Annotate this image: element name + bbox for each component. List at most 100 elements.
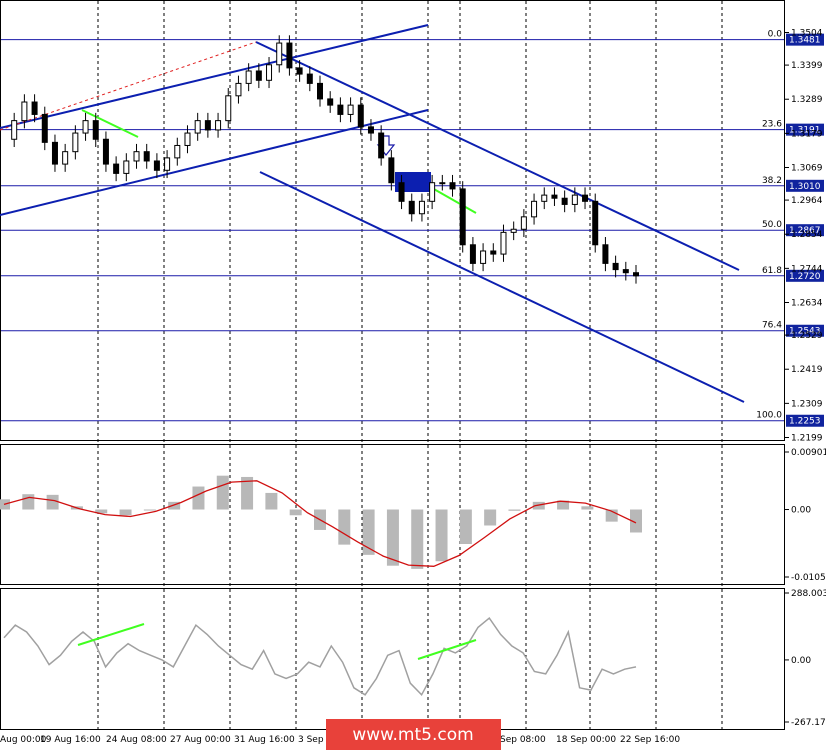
macd-bar-19 [459, 509, 472, 544]
macd-bar-5 [119, 509, 132, 516]
candle-body-10 [102, 138, 109, 165]
macd-bar-23 [557, 500, 570, 510]
price-tick-label-1: 1.3399 [791, 61, 823, 71]
fib-label-1: 23.6 [762, 120, 782, 130]
macd-tick-label-1: 0.00 [791, 506, 811, 516]
candle-body-15 [153, 160, 160, 171]
time-label-4: 31 Aug 16:00 [234, 735, 295, 745]
time-label-7: 18 Sep 00:00 [556, 735, 616, 745]
cci-tick-label-1: 0.00 [791, 656, 811, 666]
fib-price-box-1 [786, 123, 824, 136]
macd-tick-label-2: -0.01057 [791, 573, 826, 583]
price-tick-label-6: 1.2854 [791, 230, 823, 240]
candle-body-16 [164, 157, 171, 171]
candle-body-34 [347, 104, 354, 115]
macd-bar-22 [532, 501, 545, 510]
candle-body-19 [194, 120, 201, 134]
candle-body-52 [531, 200, 538, 218]
rising-channel-bottom [0, 109, 429, 216]
price-tick-label-2: 1.3289 [791, 95, 823, 105]
candle-body-11 [113, 163, 120, 174]
macd-bar-2 [46, 494, 59, 510]
candle-body-56 [571, 194, 578, 205]
fib-price-box-2 [786, 179, 824, 192]
macd-bar-24 [581, 506, 594, 510]
candle-body-38 [388, 157, 395, 184]
fib-price-box-0 [786, 33, 824, 46]
candle-body-29 [296, 67, 303, 75]
fib-price-0: 1.3481 [789, 36, 821, 46]
candle-body-32 [327, 98, 334, 106]
time-label-3: 27 Aug 00:00 [170, 735, 231, 745]
candle-body-5 [51, 141, 58, 165]
cci-divergence-line-1 [77, 623, 145, 646]
macd-bar-17 [411, 509, 424, 569]
candle-body-37 [378, 132, 385, 159]
rising-channel-top [0, 24, 429, 129]
price-tick-label-10: 1.2419 [791, 365, 823, 375]
time-label-0: Aug 00:00 [0, 735, 47, 745]
watermark-text: www.mt5.com [352, 725, 473, 745]
macd-bar-1 [22, 494, 35, 510]
macd-bar-9 [216, 475, 229, 510]
candle-body-28 [286, 42, 293, 69]
candle-body-42 [429, 182, 436, 202]
time-label-8: 22 Sep 16:00 [620, 735, 680, 745]
candle-body-18 [184, 132, 191, 146]
candle-body-12 [123, 160, 130, 174]
candle-body-49 [500, 231, 507, 255]
candle-body-7 [72, 132, 79, 153]
macd-bar-21 [508, 509, 521, 511]
candle-body-47 [480, 250, 487, 264]
macd-bar-14 [338, 509, 351, 545]
candle-body-59 [602, 244, 609, 264]
macd-bar-26 [630, 509, 642, 533]
watermark: www.mt5.com [326, 719, 501, 750]
candle-body-39 [398, 182, 405, 202]
fib-price-5: 1.2543 [789, 327, 821, 337]
candle-body-55 [561, 197, 568, 205]
macd-bar-6 [143, 509, 156, 511]
candle-body-2 [21, 101, 28, 122]
cci-line [3, 617, 637, 697]
falling-channel-top [255, 41, 740, 271]
trend-lines [0, 24, 745, 403]
price-tick-label-12: 1.2199 [791, 434, 823, 444]
macd-panel [0, 444, 785, 585]
candle-body-30 [306, 73, 313, 84]
candle-body-6 [62, 151, 69, 165]
candle-body-57 [582, 194, 589, 202]
candle-body-20 [204, 120, 211, 131]
time-label-5: 3 Sep [298, 735, 324, 745]
price-tick-label-7: 1.2744 [791, 264, 823, 274]
candle-body-61 [622, 269, 629, 274]
price-axis: 1.3504 1.3399 1.3289 1.3179 1.3069 1.2964 1.28… [784, 29, 823, 444]
macd-bar-18 [435, 509, 448, 562]
fib-price-box-6 [786, 414, 824, 427]
fib-price-2: 1.3010 [789, 182, 821, 192]
candle-body-50 [510, 228, 517, 233]
cci-panel [0, 588, 785, 730]
macd-bar-20 [484, 509, 497, 526]
macd-tick-label-0: 0.00901 [791, 448, 826, 458]
fib-price-box-3 [786, 224, 824, 237]
candle-body-3 [31, 101, 38, 115]
candle-body-13 [133, 151, 140, 162]
time-label-2: 24 Aug 08:00 [106, 735, 167, 745]
cci-tick-label-0: 288.0038 [791, 589, 826, 599]
candle-body-62 [633, 272, 639, 277]
candle-body-46 [469, 244, 476, 264]
macd-bar-10 [241, 476, 254, 510]
candle-body-8 [82, 120, 89, 134]
price-tick-label-3: 1.3179 [791, 129, 823, 139]
fib-label-3: 50.0 [762, 220, 782, 230]
candle-body-60 [612, 262, 619, 271]
candle-body-25 [255, 70, 262, 81]
candle-body-4 [41, 113, 48, 143]
macd-indicator: 0.00901 0.00 -0.01057 [0, 448, 826, 583]
macd-bar-15 [362, 509, 375, 555]
price-tick-label-0: 1.3504 [791, 29, 823, 39]
price-candles [11, 35, 639, 284]
candle-body-24 [245, 70, 252, 84]
